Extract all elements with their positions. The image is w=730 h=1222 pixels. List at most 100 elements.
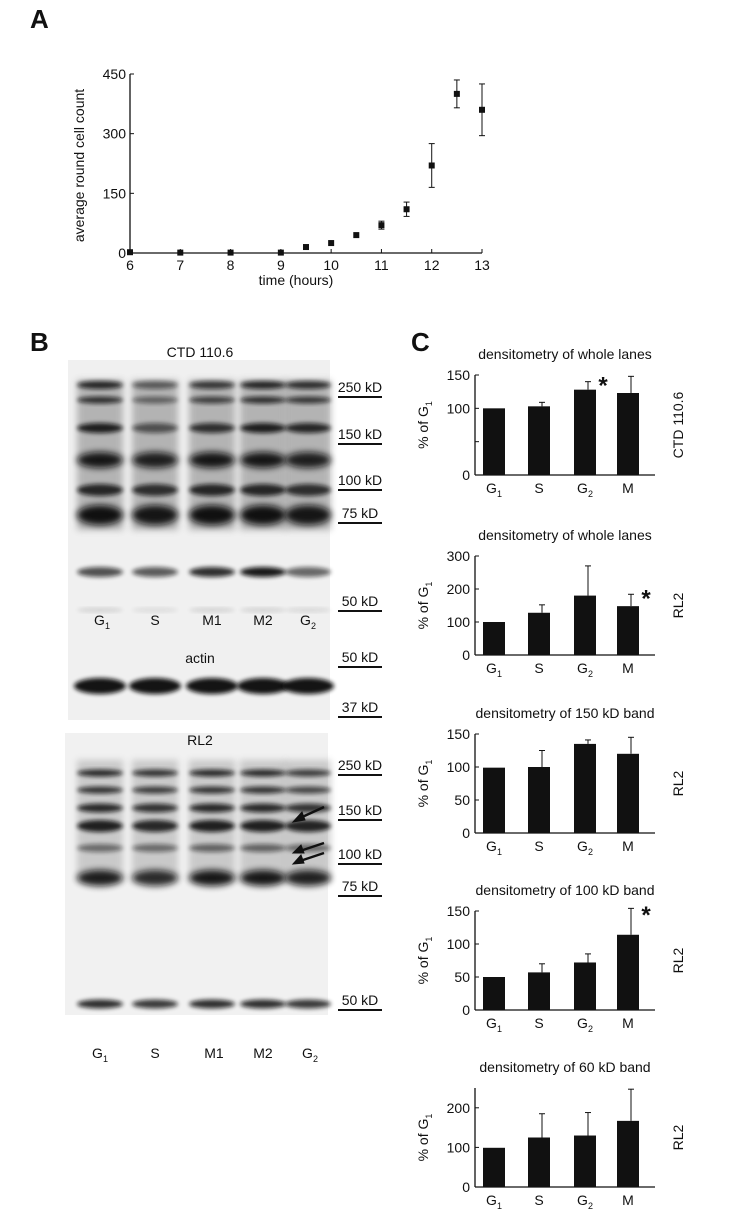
- band: [240, 786, 286, 794]
- category-label: M: [622, 1015, 634, 1031]
- bar: [483, 1147, 505, 1187]
- marker-label: 100 kD: [338, 472, 382, 488]
- bar: [483, 622, 505, 655]
- band: [189, 484, 235, 496]
- band: [282, 678, 334, 694]
- band: [77, 505, 123, 525]
- marker-label: 50 kD: [342, 593, 379, 609]
- band: [189, 505, 235, 525]
- chart-title: densitometry of whole lanes: [478, 346, 652, 362]
- y-tick-label: 150: [447, 903, 471, 919]
- marker-label: 250 kD: [338, 757, 382, 773]
- band: [240, 452, 286, 468]
- category-label: M: [622, 838, 634, 854]
- time-course-chart: 6 7 8 9 10 11 12 13 0 150 300 450 time (hours) averag…: [71, 66, 490, 288]
- band: [189, 769, 235, 777]
- band: [285, 505, 331, 525]
- size-markers: 250 kD 150 kD 100 kD 75 kD 50 kD 50 kD 37 kD 25…: [338, 379, 382, 1011]
- data-point: [227, 249, 234, 256]
- bar: [617, 393, 639, 475]
- band: [285, 452, 331, 468]
- x-tick-label: 10: [323, 257, 339, 273]
- lane-label: S: [150, 612, 159, 628]
- band: [132, 484, 178, 496]
- band: [74, 678, 126, 694]
- data-point: [453, 90, 460, 97]
- category-label: G2: [577, 660, 593, 679]
- y-tick-label: 100: [447, 1139, 471, 1155]
- data-point: [277, 249, 284, 256]
- bar: [528, 1137, 550, 1187]
- lane-label: S: [150, 1045, 159, 1061]
- band: [132, 567, 178, 577]
- bar: [617, 1120, 639, 1187]
- band: [129, 678, 181, 694]
- category-label: G2: [577, 1015, 593, 1034]
- band: [240, 608, 286, 612]
- bar-chart: densitometry of whole lanes 0 100 150 % of G…: [415, 346, 686, 499]
- band: [189, 567, 235, 577]
- band: [132, 999, 178, 1009]
- lane-label: G2: [302, 1045, 318, 1064]
- blot-title-ctd: CTD 110.6: [167, 344, 234, 360]
- rl2-bands: [77, 760, 331, 1009]
- bar: [483, 767, 505, 833]
- band: [240, 870, 286, 886]
- bar: [574, 962, 596, 1010]
- band: [189, 381, 235, 389]
- x-tick-label: 9: [277, 257, 285, 273]
- band: [240, 769, 286, 777]
- band: [285, 381, 331, 389]
- category-label: G1: [486, 838, 502, 857]
- lane-labels-rl2: G1 S M1 M2 G2: [92, 1045, 318, 1064]
- band: [132, 870, 178, 886]
- data-point: [127, 249, 133, 256]
- densitometry-charts: densitometry of whole lanes 0 100 150 % of G…: [415, 346, 686, 1211]
- band: [285, 423, 331, 433]
- bar: [574, 595, 596, 655]
- lane-label: M1: [204, 1045, 224, 1061]
- antibody-label: CTD 110.6: [670, 391, 686, 458]
- band: [240, 803, 286, 813]
- marker-label: 150 kD: [338, 426, 382, 442]
- blot-title-rl2: RL2: [187, 732, 213, 748]
- band: [240, 423, 286, 433]
- y-tick-label: 300: [103, 126, 127, 142]
- y-tick-label: 100: [447, 759, 471, 775]
- band: [285, 769, 331, 777]
- band: [186, 678, 238, 694]
- chart-title: densitometry of whole lanes: [478, 527, 652, 543]
- y-tick-label: 200: [447, 1100, 471, 1116]
- category-label: S: [534, 1192, 543, 1208]
- chart-title: densitometry of 150 kD band: [476, 705, 655, 721]
- actin-bands: [74, 678, 334, 694]
- arrow-icon: [291, 841, 325, 854]
- category-label: S: [534, 660, 543, 676]
- band: [77, 381, 123, 389]
- marker-label: 75 kD: [342, 505, 379, 521]
- band: [285, 999, 331, 1009]
- y-tick-label: 0: [462, 1179, 470, 1195]
- marker-label: 250 kD: [338, 379, 382, 395]
- lane-label: G2: [300, 612, 316, 631]
- marker-label: 37 kD: [342, 699, 379, 715]
- band: [132, 505, 178, 525]
- category-label: G2: [577, 480, 593, 499]
- band: [189, 803, 235, 813]
- y-axis-label: % of G1: [415, 582, 434, 630]
- band: [240, 844, 286, 852]
- band: [285, 608, 331, 612]
- band: [285, 786, 331, 794]
- bar-chart: densitometry of whole lanes 0 100 200 300 % o…: [415, 527, 686, 679]
- category-label: G2: [577, 838, 593, 857]
- band: [77, 820, 123, 832]
- bar: [574, 389, 596, 475]
- bar: [617, 606, 639, 655]
- band: [77, 567, 123, 577]
- y-tick-label: 50: [454, 969, 470, 985]
- arrow-icon: [291, 805, 325, 823]
- y-tick-label: 150: [103, 185, 127, 201]
- antibody-label: RL2: [670, 592, 686, 618]
- band: [132, 608, 178, 612]
- y-tick-label: 0: [462, 1002, 470, 1018]
